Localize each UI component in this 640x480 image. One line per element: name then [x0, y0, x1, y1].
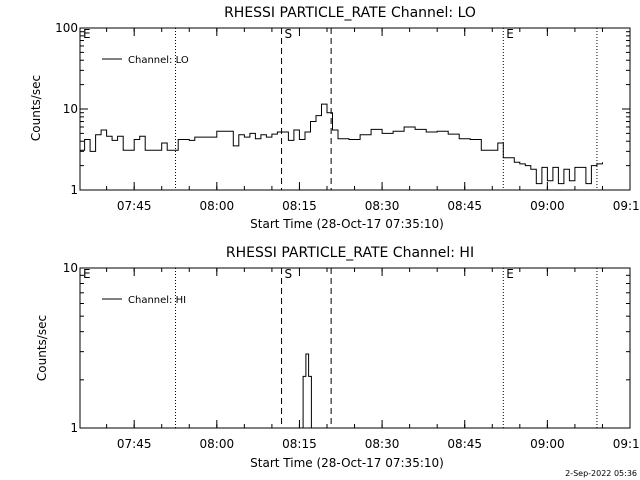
x-tick-label: 08:15: [282, 437, 317, 451]
plot-frame: [79, 267, 631, 429]
plot-frame: [79, 27, 631, 191]
y-tick-label: 1: [70, 421, 78, 435]
x-axis-label: Start Time (28-Oct-17 07:35:10): [250, 456, 444, 470]
legend-label: Channel: LO: [128, 55, 189, 66]
x-tick-label: 08:45: [447, 199, 482, 213]
legend: Channel: HI: [102, 295, 186, 306]
y-tick-label: 1: [70, 183, 78, 197]
chart-title: RHESSI PARTICLE_RATE Channel: LO: [224, 5, 476, 21]
x-tick-label: 09:00: [530, 437, 565, 451]
legend-label: Channel: HI: [128, 295, 186, 306]
annotation-label: E: [83, 267, 91, 281]
x-tick-label: 09:15: [613, 437, 640, 451]
x-tick-label: 08:30: [365, 437, 400, 451]
panel-lo: RHESSI PARTICLE_RATE Channel: LO Counts/…: [29, 5, 640, 231]
x-tick-label: 07:45: [117, 199, 152, 213]
x-tick-label: 07:45: [117, 437, 152, 451]
legend: Channel: LO: [102, 55, 189, 66]
x-tick-label: 08:30: [365, 199, 400, 213]
annotation-label: E: [506, 27, 514, 41]
plot-area: 07:45 08:00 08:15 08:30 08:45 09:00 09:15 1 10 10…: [55, 21, 640, 213]
y-tick-label: 10: [63, 261, 78, 275]
x-tick-label: 08:15: [282, 199, 317, 213]
panel-hi: RHESSI PARTICLE_RATE Channel: HI Counts/…: [35, 245, 640, 470]
plot-area: 07:45 08:00 08:15 08:30 08:45 09:00 09:15 1 10 E S…: [63, 261, 640, 451]
y-axis-label: Counts/sec: [35, 315, 49, 381]
y-axis-label: Counts/sec: [29, 75, 43, 141]
x-tick-label: 09:00: [530, 199, 565, 213]
footer-timestamp: 2-Sep-2022 05:36: [565, 469, 637, 478]
annotation-label: E: [506, 267, 514, 281]
x-tick-label: 08:00: [200, 199, 235, 213]
x-tick-label: 08:00: [200, 437, 235, 451]
x-axis-label: Start Time (28-Oct-17 07:35:10): [250, 217, 444, 231]
x-tick-label: 08:45: [447, 437, 482, 451]
x-tick-label: 09:15: [613, 199, 640, 213]
series-line: [80, 103, 603, 185]
annotation-label: S: [285, 267, 293, 281]
chart-title: RHESSI PARTICLE_RATE Channel: HI: [226, 245, 474, 261]
y-tick-label: 10: [63, 102, 78, 116]
annotation-label: E: [83, 27, 91, 41]
y-tick-label: 100: [55, 21, 78, 35]
series-line: [300, 353, 312, 429]
annotation-label: S: [285, 27, 293, 41]
